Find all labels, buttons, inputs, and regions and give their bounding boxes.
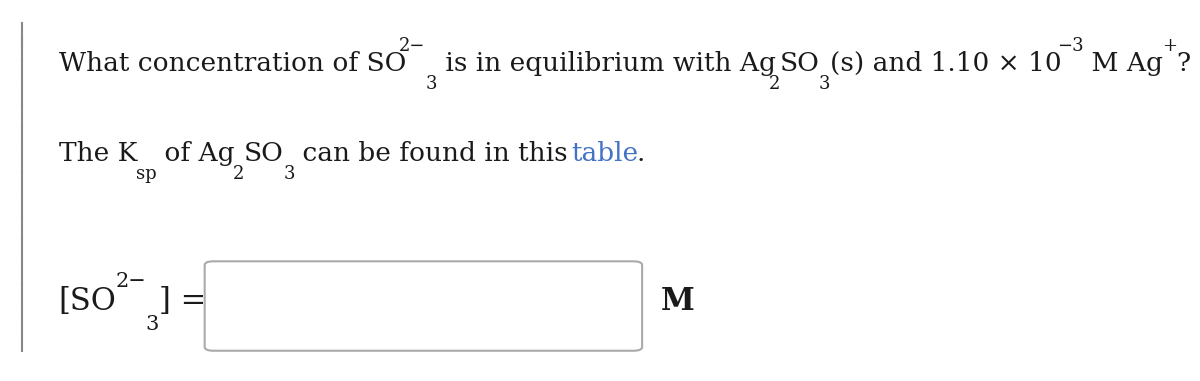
- Text: sp: sp: [136, 165, 156, 182]
- Text: The K: The K: [59, 141, 137, 166]
- Text: −3: −3: [1057, 37, 1084, 55]
- Text: What concentration of SO: What concentration of SO: [59, 51, 407, 76]
- Text: table: table: [571, 141, 638, 166]
- Text: 2: 2: [233, 165, 245, 182]
- Text: can be found in this: can be found in this: [294, 141, 576, 166]
- Text: 3: 3: [425, 75, 437, 93]
- Text: SO: SO: [780, 51, 820, 76]
- Text: SO: SO: [244, 141, 284, 166]
- Text: M Ag: M Ag: [1084, 51, 1163, 76]
- Text: +: +: [1162, 37, 1177, 55]
- Text: is in equilibrium with Ag: is in equilibrium with Ag: [437, 51, 775, 76]
- Text: 2−: 2−: [400, 37, 426, 55]
- Text: 3: 3: [283, 165, 295, 182]
- Text: ] =: ] =: [158, 286, 206, 317]
- Text: .: .: [636, 141, 644, 166]
- Text: 2: 2: [769, 75, 780, 93]
- Text: [SO: [SO: [59, 286, 116, 317]
- Text: of Ag: of Ag: [156, 141, 234, 166]
- Text: ?: ?: [1176, 51, 1190, 76]
- Text: 2−: 2−: [115, 272, 146, 291]
- Text: (s) and 1.10 × 10: (s) and 1.10 × 10: [830, 51, 1062, 76]
- Text: M: M: [660, 286, 694, 317]
- FancyBboxPatch shape: [205, 261, 642, 351]
- Text: 3: 3: [145, 315, 160, 334]
- Text: 3: 3: [818, 75, 830, 93]
